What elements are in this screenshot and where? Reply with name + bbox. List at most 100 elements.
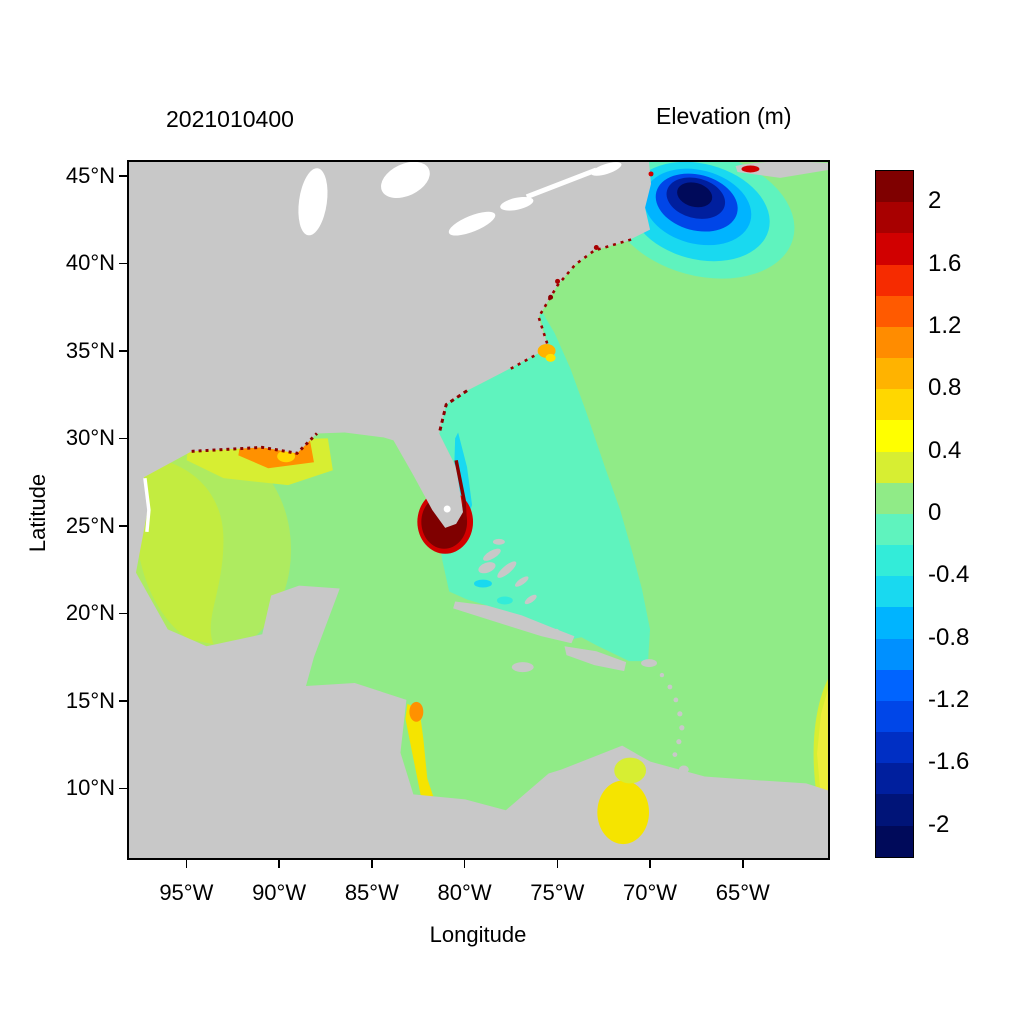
y-tick-label: 30°N xyxy=(65,425,115,451)
gulf-of-venezuela-anomaly xyxy=(614,757,647,784)
x-tick-label: 65°W xyxy=(715,880,770,905)
nicaragua-anomaly xyxy=(405,703,434,799)
colorbar-band xyxy=(876,825,913,857)
colorbar-tick-label: 1.2 xyxy=(928,311,962,339)
y-tick-label: 10°N xyxy=(65,775,115,801)
colorbar-band xyxy=(876,233,913,265)
st-lawrence-estuary xyxy=(591,162,622,176)
land-layer xyxy=(129,162,828,858)
cuba xyxy=(453,601,575,644)
colorbar-tick-label: -1.2 xyxy=(928,686,970,714)
colorbar-band xyxy=(876,794,913,826)
st-lawrence-river xyxy=(525,167,598,200)
texas-lagoon xyxy=(143,477,151,533)
y-tick-mark xyxy=(119,787,127,789)
x-tick-mark xyxy=(742,860,744,868)
colorbar-band xyxy=(876,482,913,514)
colorbar-tick-label: -0.4 xyxy=(928,561,970,589)
x-tick-mark xyxy=(556,860,559,868)
x-tick-mark xyxy=(278,860,280,868)
colorbar-band xyxy=(876,700,913,733)
colorbar-tick-label: -0.8 xyxy=(928,623,970,651)
nova-scotia-speck xyxy=(741,165,760,173)
lake-huron xyxy=(381,162,430,198)
y-tick-mark xyxy=(119,350,127,352)
colorbar-band xyxy=(876,607,913,639)
anomaly-layer xyxy=(129,162,828,819)
y-tick-label: 15°N xyxy=(65,687,115,713)
y-tick-label: 35°N xyxy=(65,337,115,363)
y-tick-mark xyxy=(119,612,127,614)
bahamas xyxy=(478,538,560,634)
colorbar-band xyxy=(876,171,913,203)
islands-layer xyxy=(453,538,689,774)
colorbar-band xyxy=(876,763,913,795)
lesser-antilles xyxy=(659,672,689,774)
colorbar-title: Elevation (m) xyxy=(656,103,792,129)
colorbar-tick-label: 0 xyxy=(928,499,942,526)
x-tick-mark xyxy=(371,860,373,868)
x-axis-title: Longitude xyxy=(429,922,527,947)
y-tick-mark xyxy=(119,437,127,439)
y-tick-label: 25°N xyxy=(65,512,115,538)
map-plot-area xyxy=(127,160,830,860)
strait-cyan-speck xyxy=(474,579,492,588)
florida-east-coast-specks xyxy=(454,459,467,521)
colorbar-band xyxy=(876,638,913,670)
x-tick-label: 90°W xyxy=(252,880,307,905)
y-tick-mark xyxy=(119,262,127,264)
x-tick-mark xyxy=(649,860,651,868)
colorbar-tick-label: 2 xyxy=(928,187,942,215)
chesapeake-speck xyxy=(555,278,561,284)
georgia-coast-specks xyxy=(437,389,468,434)
puerto-rico xyxy=(641,659,657,668)
colorbar-tick-label: 0.4 xyxy=(928,436,962,464)
map-svg xyxy=(129,162,828,858)
x-tick-label: 70°W xyxy=(623,880,678,905)
gulf-of-maine-anomaly xyxy=(609,162,795,279)
colorbar-tick-label: -2 xyxy=(928,810,950,838)
colorbar-band xyxy=(876,295,913,327)
colorbar-band xyxy=(876,358,913,390)
x-tick-label: 80°W xyxy=(437,880,492,905)
colorbar-tick-label: 0.8 xyxy=(928,374,962,402)
lake-maracaibo-anomaly xyxy=(597,780,650,845)
y-tick-mark xyxy=(119,175,127,177)
colorbar-tick-label: 1.6 xyxy=(928,249,962,277)
colorbar-tick-label: -1.6 xyxy=(928,748,970,776)
x-tick-label: 85°W xyxy=(344,880,399,905)
colorbar-band xyxy=(876,545,913,577)
gulf-coast-specks xyxy=(191,432,318,455)
colorbar-band xyxy=(876,669,913,701)
nicaragua-anomaly-orange xyxy=(409,701,424,722)
colorbar-band xyxy=(876,451,913,483)
lake-erie xyxy=(448,211,496,236)
north-central-america-land xyxy=(129,162,828,858)
y-tick-label: 20°N xyxy=(65,600,115,626)
colorbar-band xyxy=(876,732,913,764)
west-gulf-anomaly-core xyxy=(136,455,224,645)
east-edge-anomaly-core xyxy=(817,688,828,807)
strait-cyan-speck xyxy=(496,596,513,605)
coastal-anomaly-layer xyxy=(191,165,760,845)
hatteras-gold-patch xyxy=(545,353,556,362)
southeast-shelf-anomaly xyxy=(437,311,651,662)
colorbar-band xyxy=(876,202,913,234)
timestamp-title: 2021010400 xyxy=(166,106,294,132)
colorbar-band xyxy=(876,389,913,421)
x-tick-mark xyxy=(185,860,188,868)
mid-atlantic-coast-specks xyxy=(506,238,632,372)
lake-michigan xyxy=(298,168,328,236)
colorbar-band xyxy=(876,264,913,296)
y-tick-label: 45°N xyxy=(65,162,115,188)
hispaniola xyxy=(564,646,627,672)
x-tick-label: 75°W xyxy=(530,880,585,905)
nova-scotia-land xyxy=(735,162,828,178)
long-island-speck xyxy=(593,245,599,250)
lakes-layer xyxy=(143,162,622,533)
y-tick-mark xyxy=(119,700,127,702)
maine-speck xyxy=(648,171,654,177)
colorbar-band xyxy=(876,576,913,608)
lake-ontario xyxy=(500,196,534,211)
